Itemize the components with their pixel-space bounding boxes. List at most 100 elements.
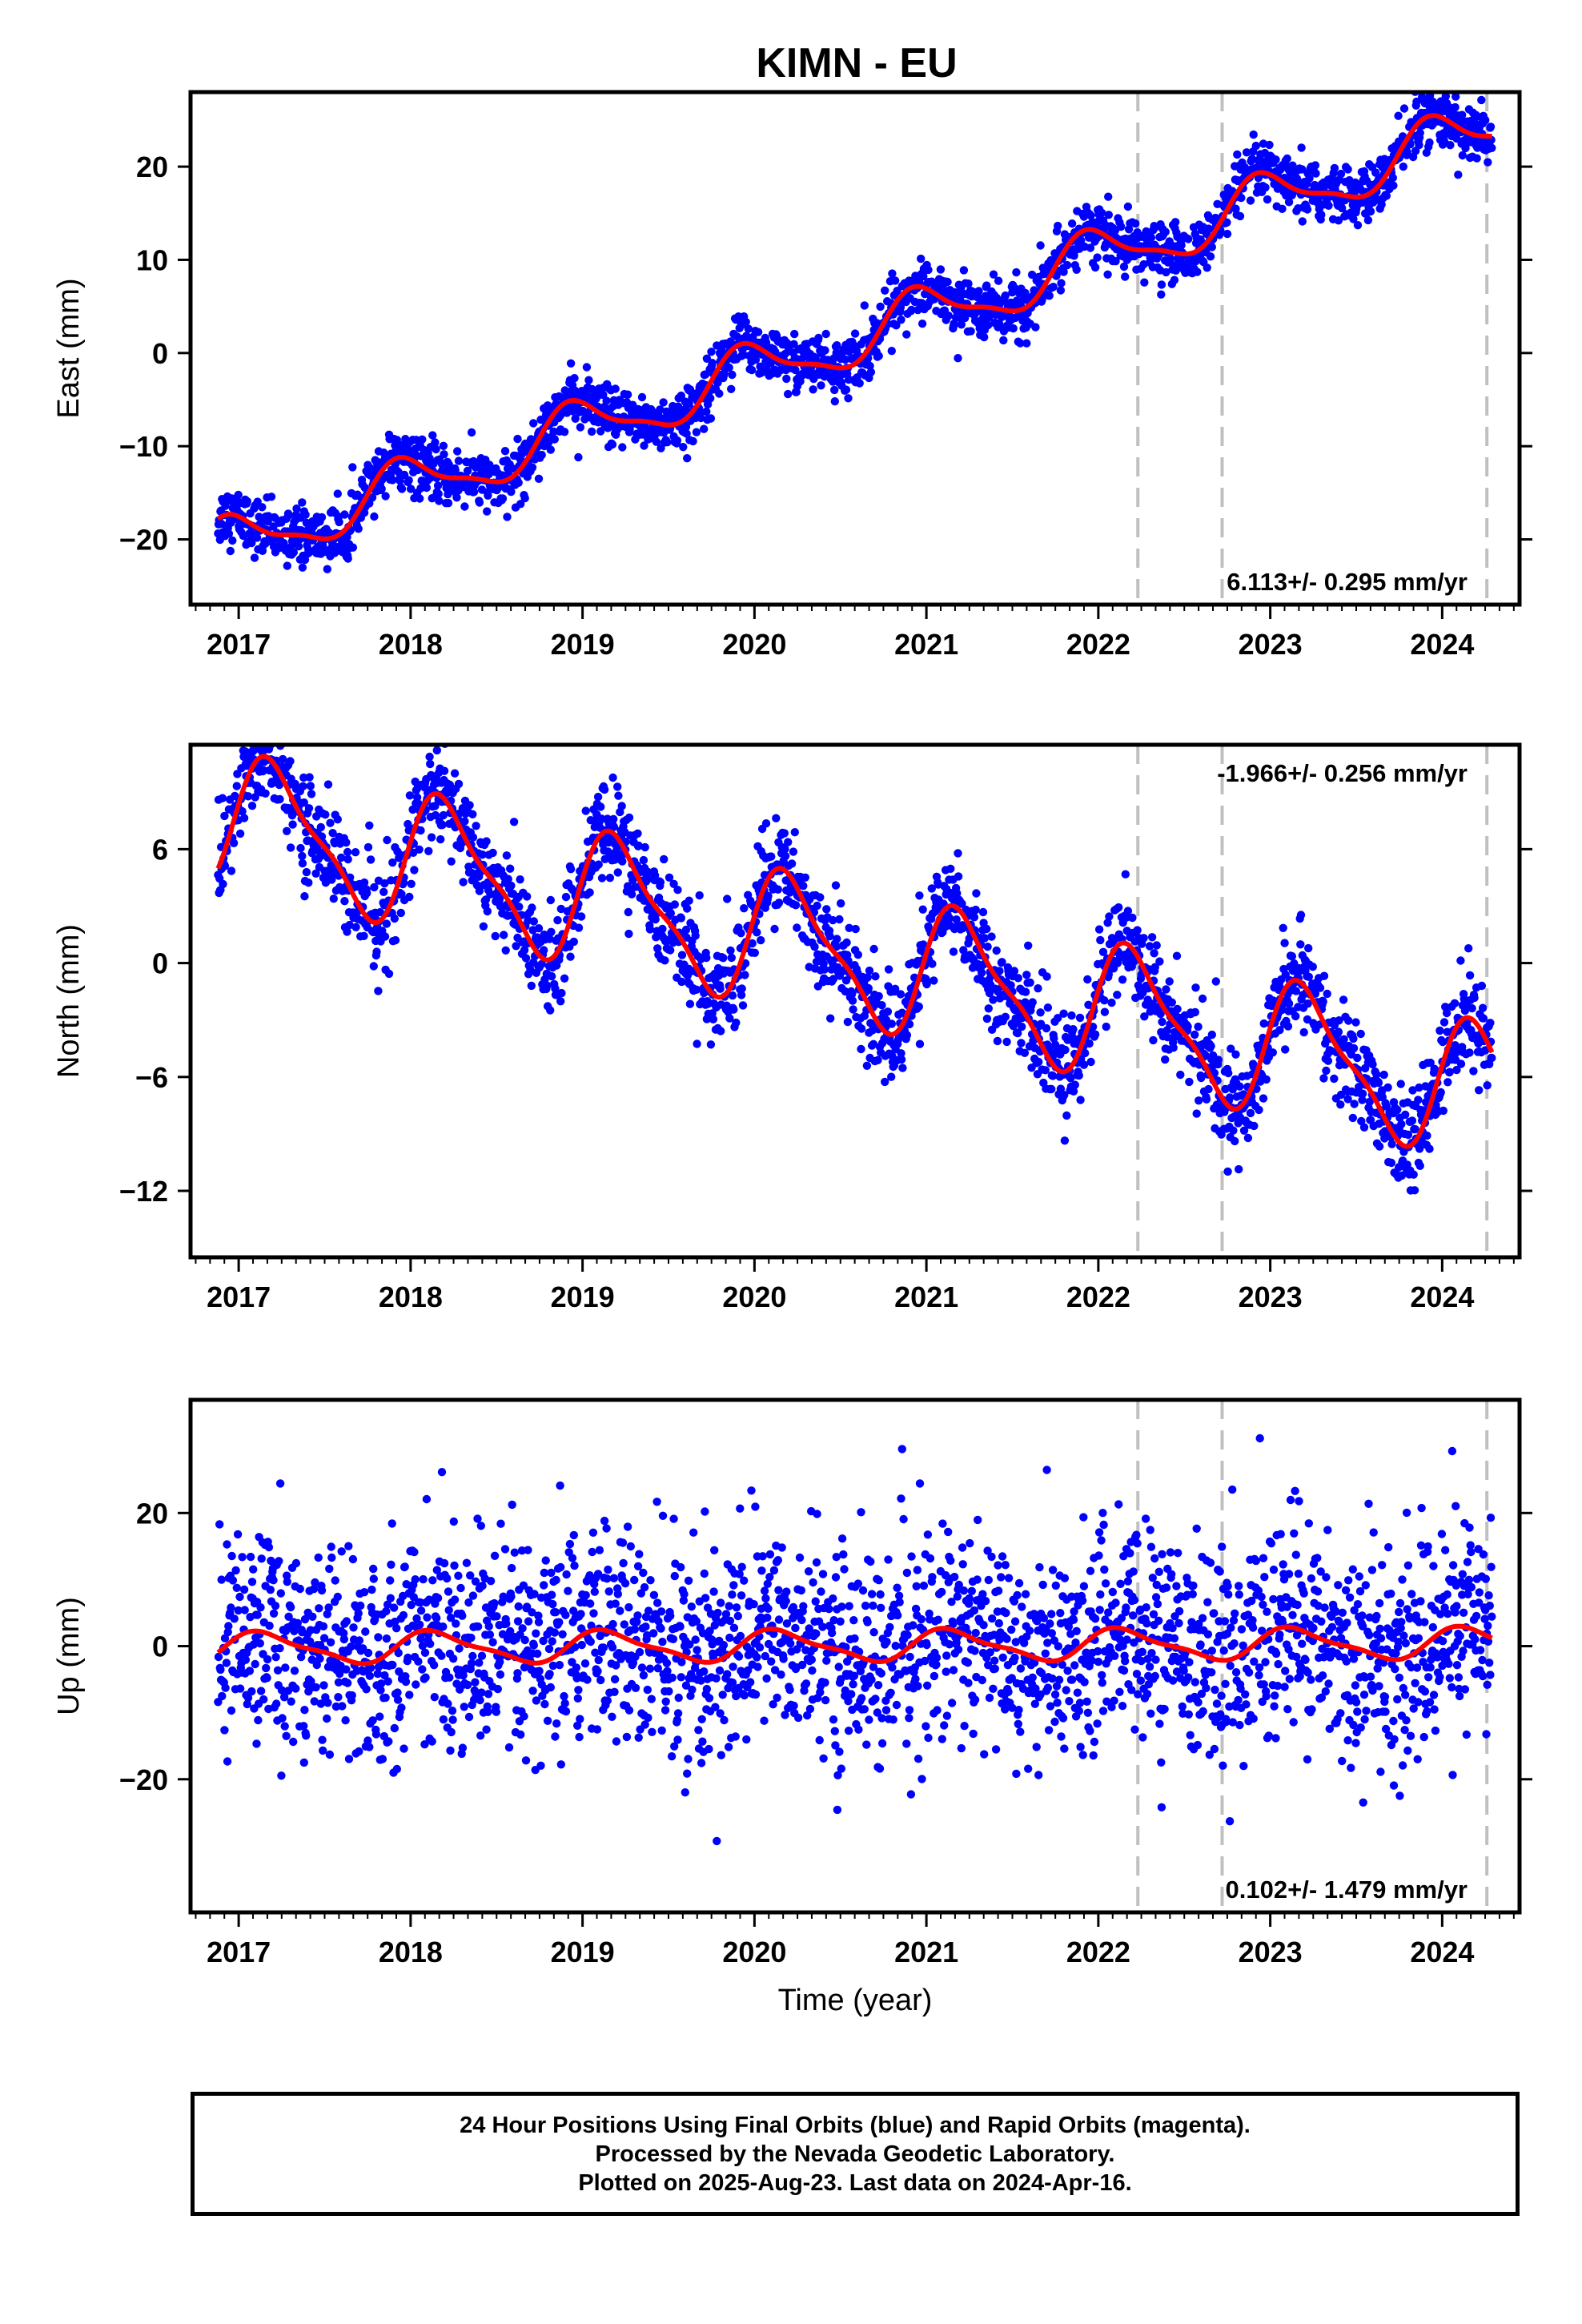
data-point [1010,967,1019,975]
data-point [1423,1131,1431,1140]
data-point [732,1018,741,1027]
data-point [706,414,716,423]
data-point [898,1063,907,1072]
data-point [1069,1025,1078,1034]
data-point [1382,191,1391,200]
data-point [639,855,648,865]
data-points-east [214,92,1496,573]
data-point [873,1055,882,1065]
data-point [1194,1022,1203,1031]
data-point [781,845,789,854]
data-point [1113,991,1122,999]
data-point [890,984,900,994]
data-point [1191,1030,1199,1039]
data-point [611,384,620,393]
data-point [1121,870,1130,879]
data-point [1488,143,1496,152]
data-point [1086,211,1095,220]
x-tick-label: 2023 [1239,628,1303,661]
data-point [545,935,554,943]
data-point [1243,1133,1253,1143]
data-point [250,553,259,562]
data-point [1278,1005,1287,1015]
data-point [500,447,510,456]
y-tick-label: −6 [135,1061,168,1094]
data-point [1022,339,1031,348]
data-point [1074,1071,1084,1080]
data-point [1162,985,1170,994]
data-point [1336,1100,1345,1109]
data-point [1484,158,1492,167]
data-point [659,398,668,407]
data-point [1020,1048,1030,1058]
data-point [261,789,270,798]
data-point [1147,933,1157,942]
data-point [644,867,652,877]
data-point [831,881,841,890]
data-point [343,847,352,857]
data-point [713,378,722,387]
data-point [608,440,617,449]
data-point [767,852,776,861]
data-point [286,757,295,766]
data-point [498,494,508,503]
data-point [298,563,307,572]
data-point [1393,1105,1402,1115]
data-point [221,501,230,510]
data-point [1075,1013,1085,1023]
data-point [375,907,384,917]
data-point [1173,1004,1182,1014]
data-point [333,815,342,824]
data-point [560,974,569,983]
data-point [943,277,952,287]
data-point [1060,1091,1069,1100]
data-point [243,497,251,506]
data-point [1100,1007,1110,1016]
data-point [1445,1068,1455,1076]
data-point [1098,947,1108,957]
data-point [1353,1053,1362,1063]
data-point [445,780,455,790]
data-point [1169,1043,1178,1052]
data-point [1324,201,1333,210]
data-point [576,423,585,432]
data-point [835,971,845,980]
data-point [483,507,492,516]
data-point [703,999,713,1008]
data-point [528,903,536,912]
data-point [1086,243,1095,252]
data-point [245,731,253,739]
data-point [1043,1003,1053,1012]
data-point [924,265,933,275]
data-point [1343,165,1352,174]
data-point [224,529,234,538]
data-point [954,354,962,363]
data-point [1207,1042,1215,1051]
data-point [342,838,351,847]
data-point [613,868,622,877]
data-point [1009,324,1018,333]
data-point [1207,243,1217,251]
data-point [289,548,298,557]
data-point [994,987,1002,996]
data-point [1469,1067,1478,1076]
data-point [504,875,512,883]
data-point [343,854,352,864]
data-point [501,946,510,955]
data-point [663,438,672,447]
data-point [1231,1050,1240,1059]
data-point [656,405,665,414]
data-point [425,752,434,762]
data-point [1077,236,1086,245]
data-point [1446,141,1455,150]
data-point [653,944,662,953]
data-point [1452,134,1461,143]
data-point [842,938,851,947]
data-point [726,946,735,955]
data-point [666,909,675,918]
data-point [1056,286,1066,295]
data-point [946,864,955,874]
data-point [708,359,717,368]
data-point [814,333,823,343]
data-point [407,879,416,889]
